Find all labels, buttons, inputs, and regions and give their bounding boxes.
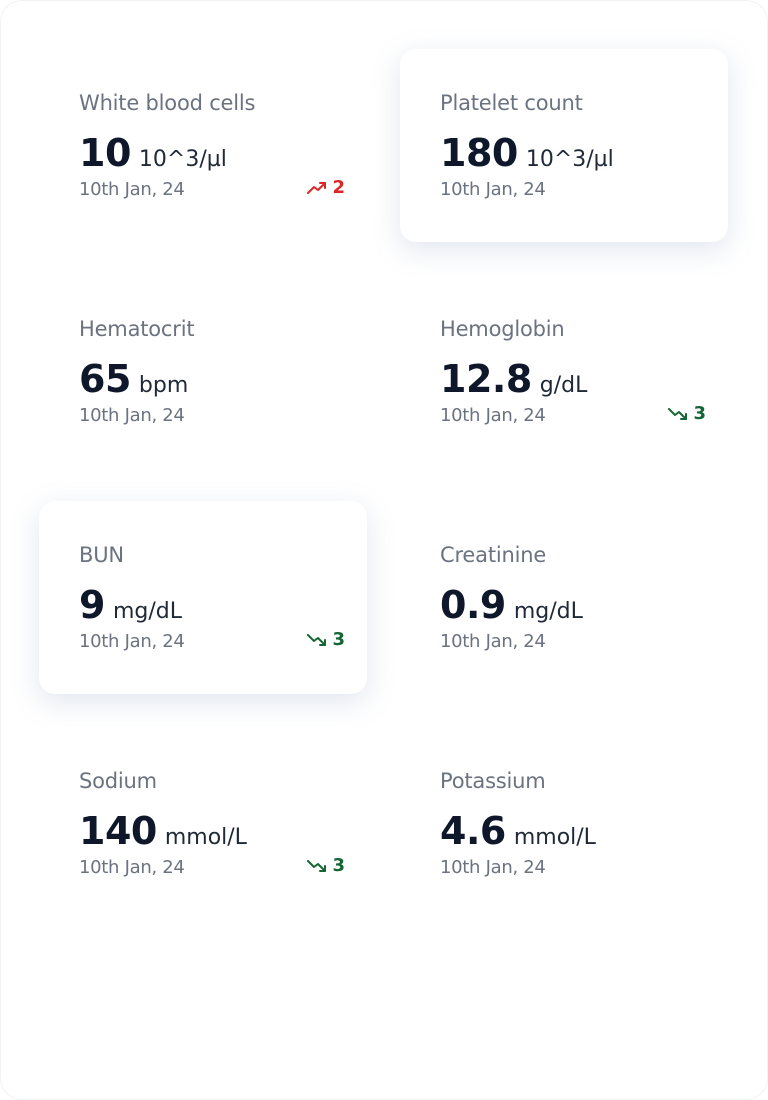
result-value: 180 — [440, 131, 518, 175]
trend-value: 3 — [332, 855, 345, 876]
result-date: 10th Jan, 24 — [79, 857, 185, 878]
result-value: 10 — [79, 131, 131, 175]
value-row: 0.9 mg/dL — [440, 583, 583, 627]
result-card: Platelet count 180 10^3/µl 10th Jan, 24 — [400, 49, 728, 242]
result-label: BUN — [79, 543, 124, 567]
trend-value: 3 — [332, 629, 345, 650]
result-value: 140 — [79, 809, 157, 853]
result-date: 10th Jan, 24 — [79, 179, 185, 200]
value-row: 10 10^3/µl — [79, 131, 227, 175]
result-unit: 10^3/µl — [525, 147, 614, 172]
result-card: Creatinine 0.9 mg/dL 10th Jan, 24 — [400, 501, 728, 694]
trend-indicator: 3 — [668, 403, 706, 424]
result-label: Hemoglobin — [440, 317, 565, 341]
result-label: Platelet count — [440, 91, 583, 115]
value-row: 9 mg/dL — [79, 583, 182, 627]
trend-indicator: 2 — [307, 177, 345, 198]
trend-icon — [307, 181, 327, 194]
trend-indicator: 3 — [307, 629, 345, 650]
result-unit: mg/dL — [112, 599, 182, 624]
value-row: 12.8 g/dL — [440, 357, 587, 401]
result-label: Creatinine — [440, 543, 547, 567]
result-date: 10th Jan, 24 — [440, 631, 546, 652]
result-card: BUN 9 mg/dL 10th Jan, 24 3 — [39, 501, 367, 694]
value-row: 4.6 mmol/L — [440, 809, 596, 853]
value-row: 65 bpm — [79, 357, 188, 401]
result-card: Sodium 140 mmol/L 10th Jan, 24 3 — [39, 727, 367, 920]
result-unit: mg/dL — [513, 599, 583, 624]
result-date: 10th Jan, 24 — [440, 405, 546, 426]
result-unit: 10^3/µl — [138, 147, 227, 172]
result-unit: bpm — [138, 373, 189, 398]
result-date: 10th Jan, 24 — [440, 179, 546, 200]
result-unit: g/dL — [539, 373, 588, 398]
trend-icon — [307, 859, 327, 872]
result-card: Potassium 4.6 mmol/L 10th Jan, 24 — [400, 727, 728, 920]
result-card: Hematocrit 65 bpm 10th Jan, 24 — [39, 275, 367, 468]
result-value: 9 — [79, 583, 105, 627]
value-row: 180 10^3/µl — [440, 131, 614, 175]
result-label: Potassium — [440, 769, 546, 793]
result-date: 10th Jan, 24 — [440, 857, 546, 878]
result-value: 12.8 — [440, 357, 532, 401]
trend-icon — [668, 407, 688, 420]
trend-value: 2 — [332, 177, 345, 198]
trend-icon — [307, 633, 327, 646]
result-date: 10th Jan, 24 — [79, 631, 185, 652]
result-value: 4.6 — [440, 809, 506, 853]
trend-value: 3 — [693, 403, 706, 424]
result-card: White blood cells 10 10^3/µl 10th Jan, 24 2 — [39, 49, 367, 242]
result-label: Hematocrit — [79, 317, 195, 341]
trend-indicator: 3 — [307, 855, 345, 876]
result-value: 65 — [79, 357, 131, 401]
result-value: 0.9 — [440, 583, 506, 627]
result-label: Sodium — [79, 769, 157, 793]
result-card: Hemoglobin 12.8 g/dL 10th Jan, 24 3 — [400, 275, 728, 468]
result-date: 10th Jan, 24 — [79, 405, 185, 426]
result-unit: mmol/L — [164, 825, 247, 850]
result-unit: mmol/L — [513, 825, 596, 850]
value-row: 140 mmol/L — [79, 809, 247, 853]
result-label: White blood cells — [79, 91, 256, 115]
